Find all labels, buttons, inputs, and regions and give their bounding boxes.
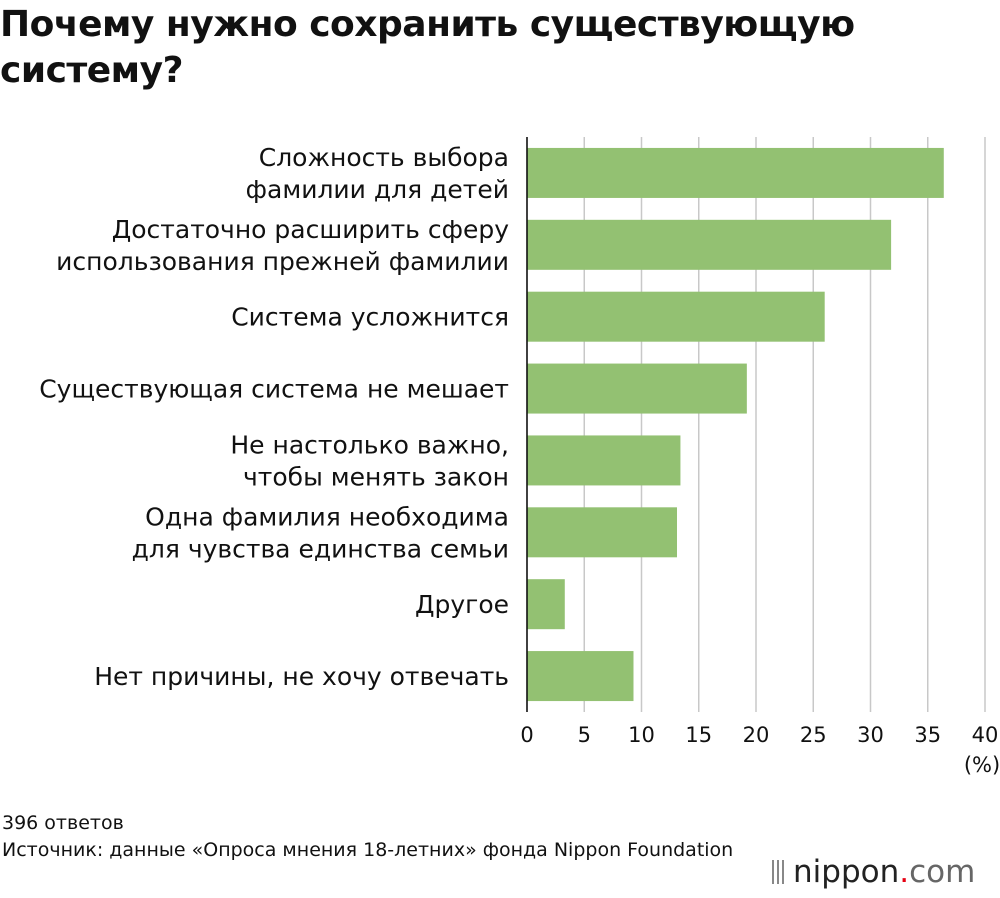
chart-title: Почему нужно сохранить существующую сист… xyxy=(0,4,855,91)
category-label-line: Другое xyxy=(415,590,509,619)
bar xyxy=(527,147,944,198)
nippon-logo: nippon. com xyxy=(772,848,975,896)
category-label-line: Сложность выбора xyxy=(259,143,509,172)
category-label-line: Система усложнится xyxy=(231,303,509,332)
category-label-line: Не настолько важно, xyxy=(230,430,509,459)
x-unit-label: (%) xyxy=(964,753,1000,777)
bar xyxy=(527,579,565,630)
bars xyxy=(527,147,944,702)
category-label-line: Нет причины, не хочу отвечать xyxy=(94,662,509,691)
bar-chart: Сложность выбора фамилии для детей Достато… xyxy=(39,137,1000,777)
bar xyxy=(527,219,892,270)
logo-tld: com xyxy=(909,854,976,890)
category-label: Не настолько важно, чтобы менять закон xyxy=(230,430,509,491)
category-label: Сложность выбора фамилии для детей xyxy=(246,143,509,204)
x-tick-label: 20 xyxy=(743,723,770,747)
x-tick-label: 25 xyxy=(800,723,827,747)
category-label: Достаточно расширить сферу использования … xyxy=(56,215,509,276)
bar xyxy=(527,435,681,486)
category-label: Одна фамилия необходима для чувства единс… xyxy=(132,502,509,563)
logo-dot: . xyxy=(899,854,910,890)
category-label-line: чтобы менять закон xyxy=(243,462,509,491)
category-label-line: использования прежней фамилии xyxy=(56,247,509,276)
category-label-line: для чувства единства семьи xyxy=(132,534,509,563)
x-tick-label: 10 xyxy=(628,723,655,747)
category-label-line: Существующая система не мешает xyxy=(39,375,509,404)
x-tick-label: 35 xyxy=(914,723,941,747)
category-label-line: Достаточно расширить сферу xyxy=(112,215,509,244)
chart-footer: 396 ответов Источник: данные «Опроса мне… xyxy=(2,810,742,864)
bar xyxy=(527,363,747,414)
category-labels: Сложность выбора фамилии для детей Достато… xyxy=(39,143,509,691)
category-label: Система усложнится xyxy=(231,303,509,332)
source-note: Источник: данные «Опроса мнения 18-летни… xyxy=(2,839,734,861)
x-tick-label: 30 xyxy=(857,723,884,747)
x-tick-label: 0 xyxy=(520,723,533,747)
logo-bars-icon xyxy=(772,860,784,884)
category-label: Существующая система не мешает xyxy=(39,375,509,404)
x-tick-label: 40 xyxy=(972,723,999,747)
logo-name: nippon xyxy=(793,854,900,890)
bar xyxy=(527,651,634,702)
x-tick-label: 15 xyxy=(685,723,712,747)
x-tick-labels: 0 5 10 15 20 25 30 35 40 xyxy=(520,723,998,747)
category-label: Нет причины, не хочу отвечать xyxy=(94,662,509,691)
category-label-line: Одна фамилия необходима xyxy=(145,502,509,531)
bar xyxy=(527,507,677,558)
bar xyxy=(527,291,825,342)
x-tick-label: 5 xyxy=(578,723,591,747)
category-label: Другое xyxy=(415,590,509,619)
response-count: 396 ответов xyxy=(2,812,124,834)
category-label-line: фамилии для детей xyxy=(246,175,509,204)
